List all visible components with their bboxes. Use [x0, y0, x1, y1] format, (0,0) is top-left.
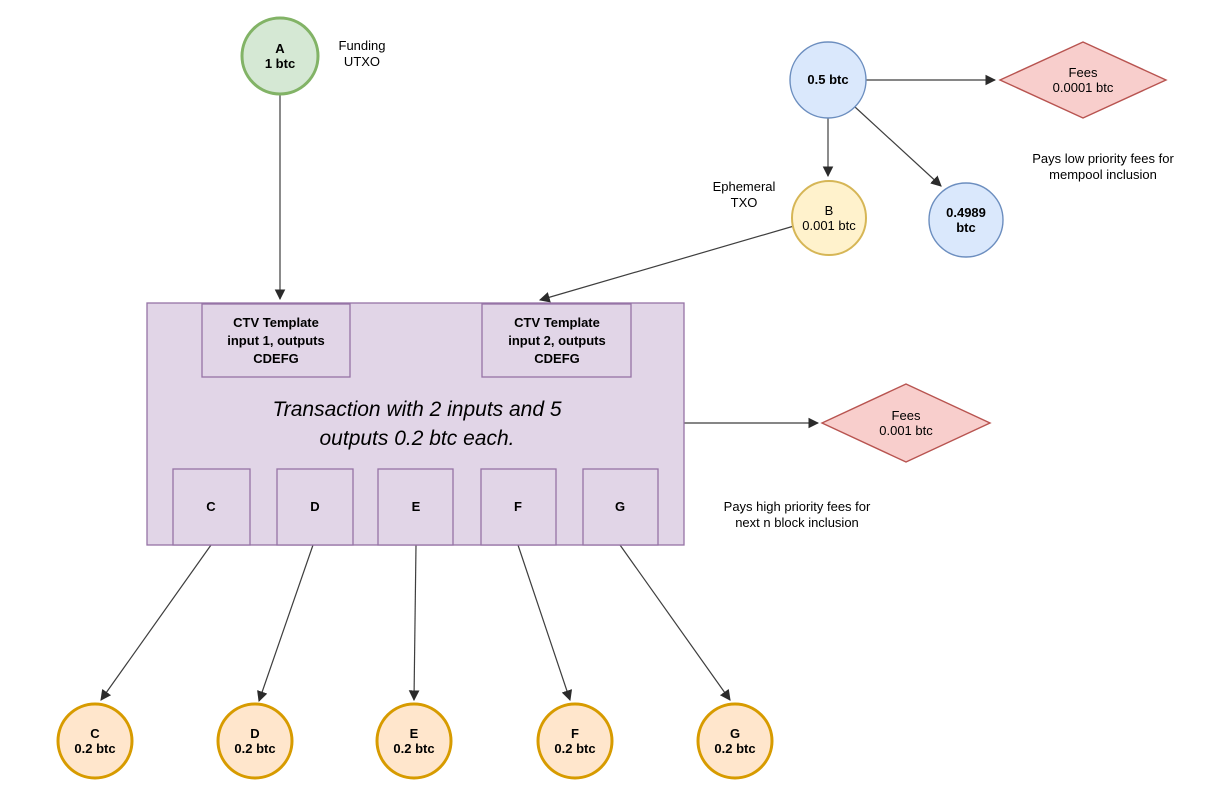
transaction-caption: Transaction with 2 inputs and 5 outputs … — [272, 398, 562, 450]
output-box-c — [172, 468, 251, 546]
output-circle-g — [696, 702, 774, 780]
output-circle-f-label: F 0.2 btc — [554, 726, 596, 756]
ctv-input1-box — [201, 303, 351, 378]
output-box-e-label: E — [411, 499, 421, 514]
ephemeral-caption: Ephemeral TXO — [712, 179, 776, 210]
output-circle-f — [536, 702, 614, 780]
output-circle-g-label: G 0.2 btc — [714, 726, 756, 756]
parent-output-circle — [789, 41, 867, 119]
output-circle-c — [56, 702, 134, 780]
change-output-label: 0.4989 btc — [946, 205, 986, 235]
edge-box-d-to-circle-d — [257, 544, 314, 703]
output-box-f — [480, 468, 557, 546]
output-circle-e-label: E 0.2 btc — [393, 726, 435, 756]
ephemeral-txo-label: B 0.001 btc — [802, 203, 856, 233]
output-box-f-label: F — [514, 499, 522, 514]
ephemeral-txo-circle — [791, 180, 867, 256]
change-output-circle — [928, 182, 1004, 258]
ctv-input1-label: CTV Template input 1, outputs CDEFG — [227, 315, 325, 366]
edge-box-g-to-circle-g — [619, 544, 731, 701]
edge-box-c-to-circle-c — [100, 544, 212, 701]
output-circle-e — [375, 702, 453, 780]
output-circle-d-label: D 0.2 btc — [234, 726, 276, 756]
fees-low-diamond — [998, 41, 1168, 119]
edge-box-f-to-circle-f — [517, 544, 573, 702]
edge-parent-to-change — [854, 106, 942, 187]
output-box-g-label: G — [614, 499, 626, 514]
edge-box-e-to-circle-e — [408, 544, 420, 702]
parent-output-label: 0.5 btc — [807, 72, 849, 87]
output-box-c-label: C — [206, 499, 216, 514]
ctv-input2-box — [481, 303, 632, 378]
fees-high-diamond — [820, 383, 992, 463]
edge-b-to-transaction — [538, 225, 795, 303]
fees-low-label: Fees 0.0001 btc — [1052, 65, 1114, 95]
output-box-d-label: D — [310, 499, 320, 514]
output-box-d — [276, 468, 354, 546]
funding-caption: Funding UTXO — [338, 38, 386, 69]
funding-utxo-circle — [240, 16, 320, 96]
fees-high-caption: Pays high priority fees for next n block … — [723, 499, 871, 530]
output-box-e — [377, 468, 454, 546]
output-box-g — [582, 468, 659, 546]
ctv-input2-label: CTV Template input 2, outputs CDEFG — [508, 315, 606, 366]
output-circle-d — [216, 702, 294, 780]
fees-high-label: Fees 0.001 btc — [879, 408, 933, 438]
output-circle-c-label: C 0.2 btc — [74, 726, 116, 756]
fees-low-caption: Pays low priority fees for mempool inclus… — [1032, 151, 1174, 182]
